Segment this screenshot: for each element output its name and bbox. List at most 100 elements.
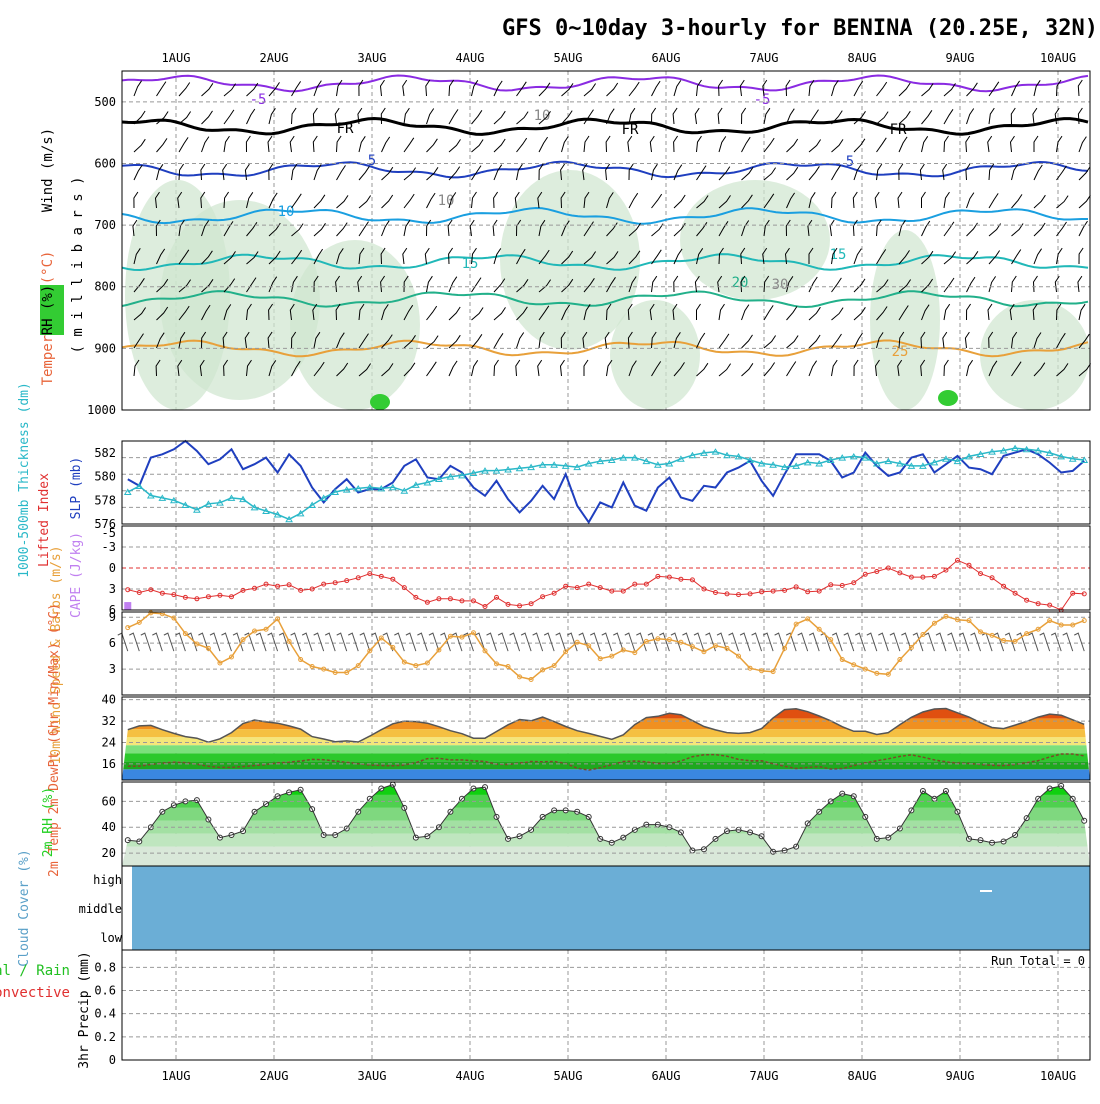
wind-barb bbox=[853, 164, 862, 181]
rh-band bbox=[122, 807, 1090, 821]
wind-barb bbox=[649, 135, 655, 153]
wind-barb bbox=[1011, 80, 1021, 97]
wind10-point bbox=[563, 649, 569, 655]
wind-barb bbox=[448, 306, 461, 321]
wind-barb bbox=[808, 109, 819, 125]
wind10-point bbox=[839, 657, 845, 663]
wind-barb bbox=[538, 249, 550, 265]
lifted-index-point bbox=[793, 584, 799, 590]
wind-barb bbox=[493, 80, 503, 97]
date-label-top: 2AUG bbox=[260, 51, 289, 65]
wind-barb bbox=[988, 107, 995, 125]
wind-barb bbox=[426, 192, 436, 209]
wind-barb bbox=[921, 278, 934, 293]
wind10-barb bbox=[267, 632, 279, 652]
wind-barb bbox=[200, 191, 206, 209]
temp2m-tick-label: 16 bbox=[102, 757, 116, 771]
wind-barb bbox=[426, 167, 439, 181]
wind-barb bbox=[696, 362, 709, 377]
wind-barb bbox=[381, 136, 391, 153]
wind10-barb bbox=[636, 632, 647, 652]
wind-barb bbox=[1009, 135, 1015, 153]
wind-barb bbox=[561, 83, 574, 97]
lifted-index-point bbox=[482, 604, 488, 609]
isotherm-line bbox=[121, 206, 1088, 225]
wind-barb bbox=[831, 80, 839, 97]
wind10-barb bbox=[820, 632, 832, 652]
wind-barb bbox=[628, 163, 634, 181]
wind-barb bbox=[763, 137, 775, 153]
lifted-index-point bbox=[897, 570, 903, 576]
y-tick-label: 800 bbox=[94, 280, 116, 294]
wind-barb bbox=[268, 276, 278, 293]
wind10-barb bbox=[336, 632, 348, 652]
wind-barb bbox=[988, 331, 994, 349]
wind-barb bbox=[1078, 363, 1092, 377]
wind-barb bbox=[426, 275, 433, 293]
wind10-point bbox=[816, 626, 822, 632]
wind10-tick-label: 3 bbox=[109, 662, 116, 676]
wind10-barb bbox=[244, 632, 255, 652]
wind-barb bbox=[829, 219, 835, 237]
wind-barb bbox=[246, 108, 256, 125]
wind-barb bbox=[268, 108, 276, 125]
wind-barb bbox=[853, 278, 866, 293]
wind-barb bbox=[561, 278, 574, 293]
wind-barb bbox=[763, 335, 777, 349]
wind-barb bbox=[651, 107, 657, 125]
wind-barb bbox=[448, 192, 457, 209]
wind-barb bbox=[718, 166, 731, 181]
wind-barb bbox=[1011, 361, 1022, 377]
wind-barb bbox=[966, 192, 975, 209]
wind-barb bbox=[763, 167, 777, 181]
wind-barb bbox=[696, 79, 702, 97]
temp2m-line bbox=[127, 707, 1085, 743]
precip-tick-label: 0.6 bbox=[94, 984, 116, 998]
y-tick-label: 600 bbox=[94, 156, 116, 170]
wind10-barb bbox=[1050, 632, 1062, 652]
wind-barb bbox=[493, 138, 506, 153]
wind-barb bbox=[605, 135, 611, 153]
thickness-tick-label: 582 bbox=[94, 446, 116, 460]
wind-barb bbox=[403, 137, 415, 153]
wind-barb bbox=[919, 163, 925, 181]
wind10-barb bbox=[1039, 632, 1051, 652]
wind-axis-label: Wind (m/s) bbox=[40, 128, 56, 212]
wind10-barb bbox=[451, 632, 463, 652]
date-label-bottom: 10AUG bbox=[1040, 1069, 1076, 1083]
wind-barb bbox=[1078, 333, 1090, 349]
wind10-barb bbox=[1062, 632, 1074, 652]
temp-band bbox=[122, 718, 1090, 730]
wind-barb bbox=[583, 359, 589, 376]
wind-barb bbox=[876, 332, 884, 349]
wind-barb bbox=[516, 219, 522, 237]
isotherm-label: 10 bbox=[438, 193, 455, 209]
wind-barb bbox=[1033, 80, 1041, 97]
wind-barb bbox=[921, 304, 930, 321]
lifted-index-point bbox=[954, 557, 960, 563]
wind10-barb bbox=[348, 632, 359, 652]
wind-barb bbox=[244, 331, 250, 349]
date-label-top: 5AUG bbox=[554, 51, 583, 65]
wind-barb bbox=[538, 163, 544, 181]
lifted-index-point bbox=[978, 571, 984, 577]
wind-barb bbox=[853, 248, 862, 265]
wind10-barb bbox=[855, 632, 866, 652]
wind10-barb bbox=[324, 632, 336, 652]
wind-barb bbox=[312, 303, 318, 321]
wind10-barb bbox=[1074, 632, 1085, 652]
wind10-barb bbox=[474, 632, 486, 652]
wind10-point bbox=[125, 625, 131, 631]
rh-high-spot bbox=[370, 394, 390, 410]
wind-barb bbox=[1056, 79, 1062, 97]
wind10-speed-line bbox=[127, 612, 1085, 681]
wind-barb bbox=[493, 248, 502, 265]
wind-barb bbox=[133, 164, 143, 181]
wind10-barb bbox=[1027, 632, 1039, 652]
rh2m-tick-label: 20 bbox=[102, 846, 116, 860]
wind-barb bbox=[561, 220, 570, 237]
temp2m-tick-label: 40 bbox=[102, 693, 116, 707]
wind-barb bbox=[538, 331, 545, 349]
wind-barb bbox=[718, 221, 729, 237]
wind-barb bbox=[786, 138, 799, 153]
